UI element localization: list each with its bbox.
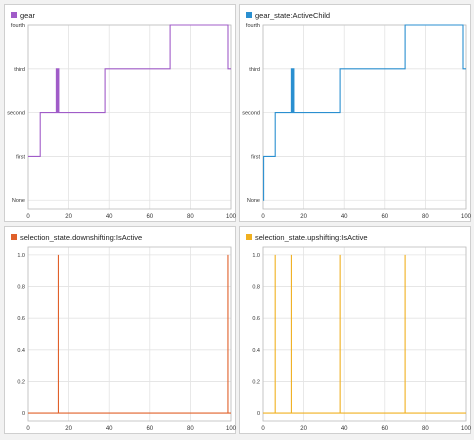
x-tick-label: 80 bbox=[422, 426, 429, 432]
y-tick-label: 0.8 bbox=[252, 285, 260, 291]
y-tick-label: 0.4 bbox=[17, 348, 25, 354]
series-line bbox=[263, 24, 466, 201]
y-tick-label: fourth bbox=[11, 23, 25, 29]
x-tick-label: 100 bbox=[461, 426, 472, 432]
y-tick-label: 0.2 bbox=[252, 379, 260, 385]
y-tick-label: None bbox=[12, 198, 25, 204]
y-tick-label: fourth bbox=[246, 23, 260, 29]
legend: gear bbox=[11, 9, 35, 21]
x-tick-label: 40 bbox=[341, 214, 348, 220]
y-tick-label: 1.0 bbox=[252, 253, 260, 259]
x-tick-label: 100 bbox=[461, 214, 472, 220]
x-tick-label: 40 bbox=[106, 214, 113, 220]
y-tick-label: 0.6 bbox=[252, 316, 260, 322]
x-tick-label: 0 bbox=[26, 426, 30, 432]
x-tick-label: 60 bbox=[146, 214, 153, 220]
y-tick-label: 0 bbox=[22, 411, 25, 417]
y-tick-label: second bbox=[242, 111, 260, 117]
legend-swatch bbox=[246, 234, 252, 240]
x-tick-label: 80 bbox=[187, 214, 194, 220]
x-tick-label: 60 bbox=[381, 214, 388, 220]
series-line bbox=[28, 24, 231, 157]
chart-plot: 0 20 40 60 80 100 0 0.2 0.4 0.6 0.8 1.0 bbox=[17, 246, 237, 432]
legend-label: selection_state.upshifting:IsActive bbox=[255, 232, 368, 242]
chart-panel-upshifting: selection_state.upshifting:IsActive 0 20 4… bbox=[239, 226, 472, 434]
x-tick-label: 60 bbox=[381, 426, 388, 432]
y-tick-label: 0.4 bbox=[252, 348, 260, 354]
legend-swatch bbox=[11, 12, 17, 18]
y-tick-label: 0.2 bbox=[17, 379, 25, 385]
legend: selection_state.downshifting:IsActive bbox=[11, 231, 142, 243]
chart-panel-gear-state: gear_state:ActiveChild 0 20 40 60 80 100 None f… bbox=[239, 4, 472, 222]
x-tick-label: 0 bbox=[26, 214, 30, 220]
chart-plot: 0 20 40 60 80 100 None first second third fourth bbox=[242, 23, 472, 220]
y-tick-label: third bbox=[14, 67, 25, 73]
plot-frame bbox=[262, 24, 467, 210]
x-tick-label: 20 bbox=[300, 426, 307, 432]
y-tick-label: 0.8 bbox=[17, 285, 25, 291]
x-tick-label: 80 bbox=[422, 214, 429, 220]
legend-label: gear_state:ActiveChild bbox=[255, 10, 331, 20]
y-tick-label: first bbox=[251, 154, 260, 160]
x-tick-label: 0 bbox=[261, 426, 265, 432]
chart-panel-gear: gear 0 20 40 60 80 100 None first second third fou… bbox=[4, 4, 237, 222]
x-tick-label: 80 bbox=[187, 426, 194, 432]
y-tick-label: first bbox=[16, 154, 25, 160]
chart-plot: 0 20 40 60 80 100 None first second third fourth bbox=[7, 23, 237, 220]
legend-swatch bbox=[11, 234, 17, 240]
x-tick-label: 40 bbox=[106, 426, 113, 432]
legend-label: gear bbox=[20, 10, 36, 20]
x-tick-label: 40 bbox=[341, 426, 348, 432]
plot-frame bbox=[27, 246, 232, 422]
chart-panel-downshifting: selection_state.downshifting:IsActive 0 2… bbox=[4, 226, 237, 434]
plot-frame bbox=[262, 246, 467, 422]
x-tick-label: 100 bbox=[226, 214, 237, 220]
x-tick-label: 100 bbox=[226, 426, 237, 432]
plot-frame bbox=[27, 24, 232, 210]
y-tick-label: second bbox=[7, 111, 25, 117]
y-tick-label: 0 bbox=[257, 411, 260, 417]
y-tick-label: 1.0 bbox=[17, 253, 25, 259]
x-tick-label: 20 bbox=[65, 426, 72, 432]
chart-plot: 0 20 40 60 80 100 0 0.2 0.4 0.6 0.8 1.0 bbox=[252, 246, 472, 432]
x-tick-label: 20 bbox=[300, 214, 307, 220]
legend: selection_state.upshifting:IsActive bbox=[246, 231, 368, 243]
legend-label: selection_state.downshifting:IsActive bbox=[20, 232, 143, 242]
x-tick-label: 0 bbox=[261, 214, 265, 220]
legend: gear_state:ActiveChild bbox=[246, 9, 330, 21]
x-tick-label: 20 bbox=[65, 214, 72, 220]
legend-swatch bbox=[246, 12, 252, 18]
x-tick-label: 60 bbox=[146, 426, 153, 432]
y-tick-label: 0.6 bbox=[17, 316, 25, 322]
y-tick-label: third bbox=[249, 67, 260, 73]
y-tick-label: None bbox=[247, 198, 260, 204]
